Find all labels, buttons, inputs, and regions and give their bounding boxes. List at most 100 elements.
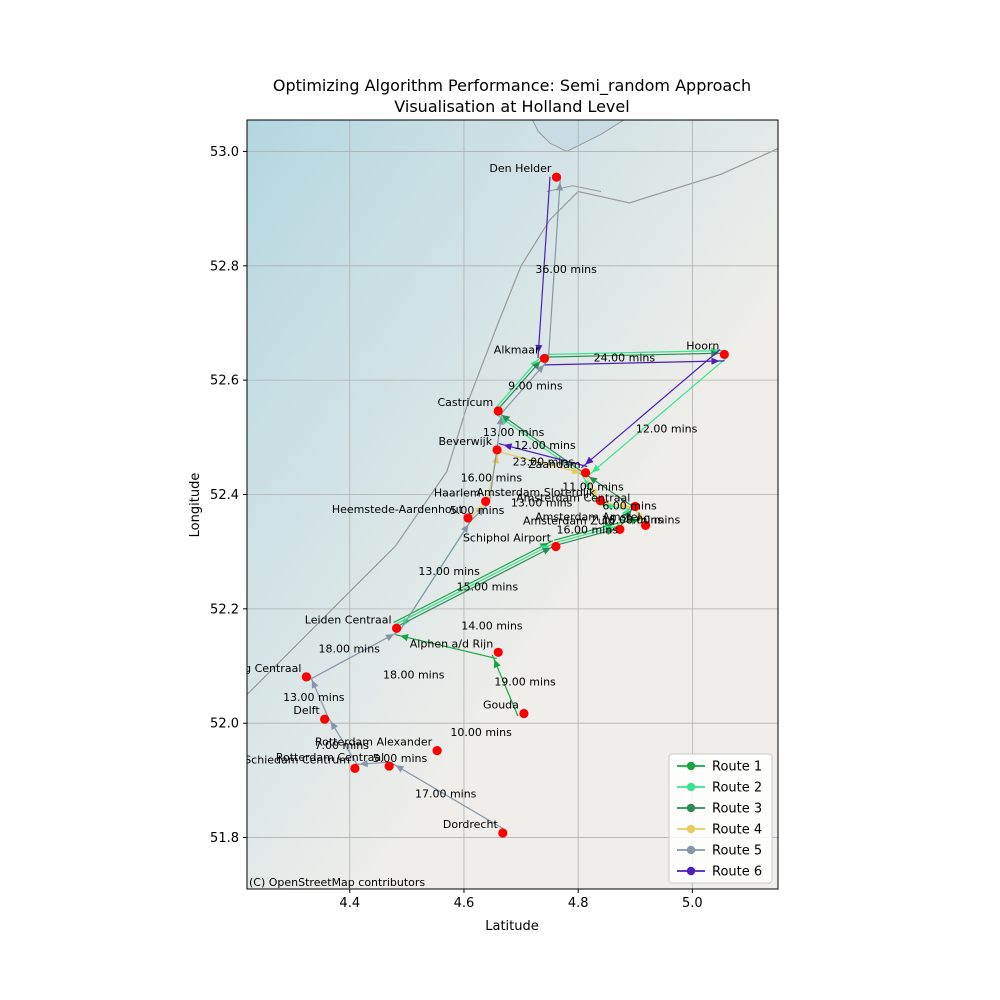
station-marker: [493, 647, 503, 657]
route-segment: [544, 352, 725, 358]
route-arrowhead: [585, 456, 594, 465]
y-tick-label: 52.2: [210, 602, 239, 617]
station-marker: [519, 708, 529, 719]
route-arrowhead: [604, 503, 614, 511]
y-tick-label: 52.8: [210, 259, 239, 274]
duration-label: 5.00 mins: [450, 504, 505, 517]
legend-marker: [686, 782, 696, 792]
route-arrowhead: [476, 507, 485, 516]
duration-label: 5.00 mins: [373, 752, 428, 765]
route-lines: [307, 176, 728, 831]
duration-label: 36.00 mins: [535, 263, 597, 276]
route-arrowhead: [330, 721, 338, 731]
station-markers: [301, 172, 729, 838]
route-arrowhead: [590, 488, 597, 497]
route-arrowhead: [311, 679, 319, 689]
station-marker: [320, 714, 330, 724]
duration-label: 16.00 mins: [557, 523, 619, 536]
x-tick-label: 4.8: [568, 896, 589, 911]
x-axis-label: Latitude: [485, 919, 539, 934]
legend-marker: [686, 866, 696, 876]
station-marker: [481, 496, 491, 506]
y-axis-label: Longitude: [188, 473, 203, 538]
duration-label: 14.00 mins: [461, 619, 523, 632]
route-segment: [618, 505, 635, 529]
duration-labels: 36.00 mins 24.00 mins 9.00 mins 12.00 mins 1…: [283, 263, 698, 800]
station-marker: [580, 468, 591, 478]
x-tick-label: 4.4: [339, 896, 360, 911]
axis-ticks: 4.4 4.6 4.8 5.0 51.8 52.0 52.2 52.4 52.6 52.8 53.0: [210, 145, 703, 911]
station-marker: [595, 496, 606, 506]
route-segment: [395, 544, 556, 628]
chart-subtitle: Visualisation at Holland Level: [394, 97, 629, 116]
route-segment: [390, 762, 506, 831]
station-label: Gouda: [483, 698, 519, 711]
route-segment: [581, 349, 721, 469]
route-arrowhead: [501, 415, 511, 423]
route-segment: [547, 177, 561, 359]
station-label: Delft: [293, 704, 320, 717]
duration-label: 18.00 mins: [318, 642, 380, 655]
route-arrowhead: [395, 765, 405, 773]
duration-label: 6.00 mins: [602, 499, 657, 512]
legend-marker: [686, 761, 696, 771]
station-label: Schiedam Centrum: [244, 753, 350, 766]
route-segment: [394, 542, 555, 626]
legend-marker: [686, 845, 696, 855]
route-arrowhead: [635, 512, 642, 522]
route-segment: [496, 450, 586, 475]
y-tick-label: 52.4: [210, 488, 239, 503]
plot-frame: [246, 119, 779, 890]
duration-label: 12.00 mins: [636, 423, 698, 436]
route-arrowhead: [606, 528, 615, 535]
y-tick-label: 51.8: [210, 831, 239, 846]
route-segment: [399, 519, 472, 631]
route-arrowhead: [400, 634, 409, 642]
station-marker: [492, 445, 502, 455]
station-label: Dordrecht: [443, 818, 499, 831]
route-segment: [498, 443, 588, 468]
legend-label: Route 4: [712, 823, 762, 838]
station-label: Castricum: [437, 396, 493, 409]
station-label: Alkmaar: [494, 343, 540, 356]
legend-marker: [686, 824, 696, 834]
station-marker: [384, 761, 394, 771]
route-segment: [587, 356, 728, 477]
legend: Route 1 Route 2 Route 3 Route 4 Route 5 Route…: [668, 753, 773, 884]
duration-label: 13.00 mins: [483, 426, 545, 439]
duration-label: 18.00 mins: [383, 669, 445, 682]
route-segment: [544, 360, 725, 366]
duration-label: 10.00 mins: [450, 726, 512, 739]
station-marker: [301, 672, 311, 682]
duration-label: 24.00 mins: [594, 351, 656, 364]
station-label: Amsterdam Centraal: [516, 492, 630, 505]
route-segment: [544, 349, 725, 356]
duration-label: 19.00 mins: [494, 675, 556, 688]
y-tick-label: 53.0: [210, 145, 239, 160]
map-attribution: (C) OpenStreetMap contributors: [249, 876, 425, 889]
station-marker: [640, 520, 651, 530]
route-segment: [394, 634, 497, 660]
legend-label: Route 3: [712, 802, 762, 817]
route-arrowhead: [711, 357, 720, 365]
station-marker: [493, 406, 503, 416]
station-label: Amsterdam Amstel: [535, 510, 640, 523]
station-marker: [391, 623, 402, 633]
route-arrowhead: [589, 476, 598, 485]
route-arrowhead: [555, 182, 564, 191]
station-label: Leiden Centraal: [305, 613, 392, 626]
station-marker: [719, 349, 729, 360]
route-segment: [495, 413, 584, 477]
station-label: Rotterdam Alexander: [315, 736, 433, 749]
legend-label: Route 1: [712, 760, 762, 775]
duration-label: 8.00 mins: [626, 514, 681, 527]
x-tick-label: 5.0: [682, 896, 703, 911]
route-arrowhead: [496, 416, 504, 425]
duration-label: 9.00 mins: [508, 379, 563, 392]
station-marker: [551, 541, 561, 552]
station-marker: [615, 524, 625, 534]
route-arrowhead: [493, 659, 501, 669]
route-arrowhead: [584, 479, 592, 488]
duration-label: 11.00 mins: [562, 480, 624, 493]
route-segment: [307, 631, 399, 681]
